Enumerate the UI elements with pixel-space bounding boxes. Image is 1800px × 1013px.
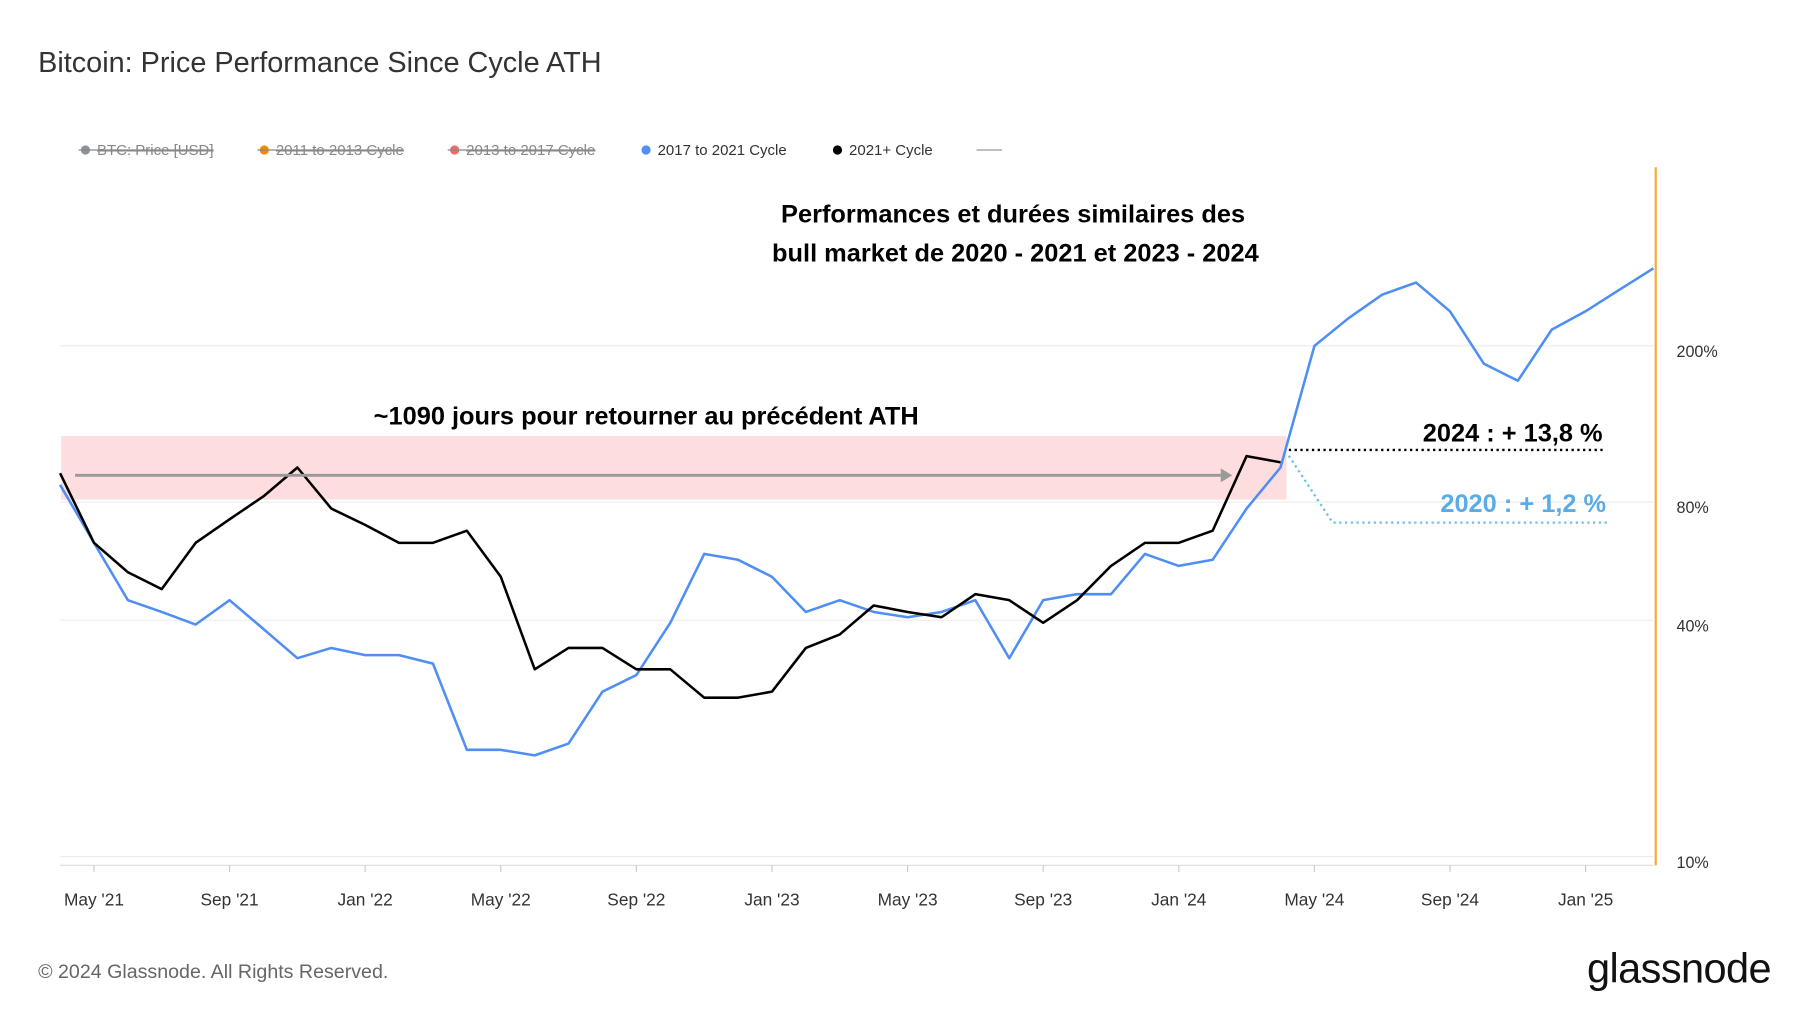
y-tick-label: 80%	[1676, 499, 1708, 517]
annotation: Performances et durées similaires des	[781, 200, 1245, 228]
legend-dot	[641, 145, 651, 155]
legend: BTC: Price [USD] 2011 to 2013 Cycle 2013 t…	[78, 142, 1002, 159]
legend-label: 2013 to 2017 Cycle	[466, 142, 595, 159]
y-tick-label: 40%	[1676, 617, 1708, 635]
y-tick-label: 10%	[1676, 854, 1708, 872]
x-tick-label: Sep '23	[1014, 890, 1072, 910]
x-tick-label: Jan '23	[744, 890, 799, 910]
x-tick-label: May '21	[64, 890, 124, 910]
legend-dot	[832, 145, 843, 155]
x-tick-label: Jan '24	[1151, 890, 1207, 910]
legend-label: 2021+ Cycle	[849, 142, 933, 159]
x-tick-label: May '24	[1284, 890, 1344, 910]
series-line	[58, 454, 1281, 699]
annotation: bull market de 2020 - 2021 et 2023 - 202…	[772, 240, 1259, 268]
x-tick-label: Sep '24	[1421, 890, 1480, 910]
legend-label: 2017 to 2021 Cycle	[658, 142, 787, 159]
legend-item[interactable]: 2011 to 2013 Cycle	[257, 142, 404, 159]
brand-logo: glassnode	[1587, 944, 1771, 991]
annotation: 2020 : + 1,2 %	[1440, 490, 1606, 518]
chart-title: Bitcoin: Price Performance Since Cycle A…	[38, 47, 601, 79]
y-tick-label: 200%	[1676, 343, 1717, 361]
x-tick-label: Sep '21	[201, 890, 259, 910]
arrow-head	[1220, 468, 1233, 483]
highlight-band	[61, 436, 1287, 500]
annotation: 2024 : + 13,8 %	[1423, 420, 1603, 448]
x-tick-label: May '22	[471, 890, 531, 910]
grid: 10% 40% 80% 200% May '21 Sep '21 Jan '22 May '2…	[60, 343, 1718, 910]
legend-item[interactable]: 2013 to 2017 Cycle	[447, 142, 596, 159]
series-line	[58, 267, 1655, 757]
arrow	[75, 468, 1233, 483]
legend-item[interactable]: BTC: Price [USD]	[78, 142, 214, 159]
annotation: ~1090 jours pour retourner au précédent …	[374, 402, 919, 430]
x-tick-label: Sep '22	[607, 890, 665, 910]
legend-label: 2011 to 2013 Cycle	[276, 142, 404, 159]
x-tick-label: Jan '22	[338, 890, 393, 910]
x-tick-label: May '23	[878, 890, 938, 910]
x-tick-label: Jan '25	[1558, 890, 1613, 910]
footer: © 2024 Glassnode. All Rights Reserved.	[38, 961, 388, 983]
lines	[58, 267, 1655, 757]
legend-label: BTC: Price [USD]	[97, 142, 214, 159]
legend-item[interactable]: 2021+ Cycle	[832, 142, 933, 159]
legend-item[interactable]: 2017 to 2021 Cycle	[641, 142, 787, 159]
